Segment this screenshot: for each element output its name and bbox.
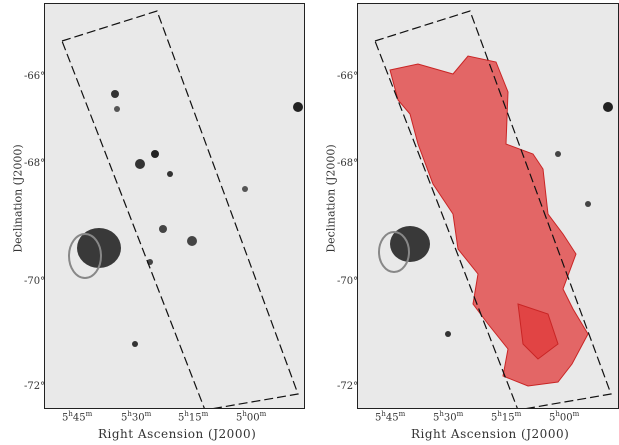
survey-footprint-right — [374, 10, 612, 408]
xlabel-right: Right Ascension (J2000) — [411, 427, 570, 441]
xtick-right-2: 5h15m — [491, 410, 522, 424]
xlabel-left: Right Ascension (J2000) — [98, 427, 257, 441]
sky-map-left — [61, 10, 303, 408]
ytick-right-2: -70° — [337, 276, 359, 287]
xtick-right-3: 5h00m — [549, 410, 580, 424]
xtick-right-0: 5h45m — [375, 410, 406, 424]
sky-map-right — [374, 10, 613, 408]
ytick-left-0: -66° — [24, 71, 46, 82]
ylabel-right: Declination (J2000) — [324, 144, 338, 253]
coverage-overlay — [389, 55, 589, 387]
nebula-cluster-left — [68, 90, 303, 347]
ytick-left-1: -68° — [24, 158, 46, 169]
ytick-left-2: -70° — [24, 276, 46, 287]
ytick-right-0: -66° — [337, 71, 359, 82]
ytick-right-1: -68° — [337, 158, 359, 169]
xtick-right-1: 5h30m — [433, 410, 464, 424]
xtick-left-0: 5h45m — [62, 410, 93, 424]
xtick-left-1: 5h30m — [121, 410, 152, 424]
xtick-left-2: 5h15m — [178, 410, 209, 424]
sky-image-left — [44, 3, 305, 409]
xtick-left-3: 5h00m — [236, 410, 267, 424]
ytick-left-3: -72° — [24, 381, 46, 392]
ytick-right-3: -72° — [337, 381, 359, 392]
sky-image-right — [357, 3, 619, 409]
nebula-cluster-right — [378, 102, 613, 337]
survey-footprint-left — [61, 10, 299, 408]
ylabel-left: Declination (J2000) — [11, 144, 25, 253]
